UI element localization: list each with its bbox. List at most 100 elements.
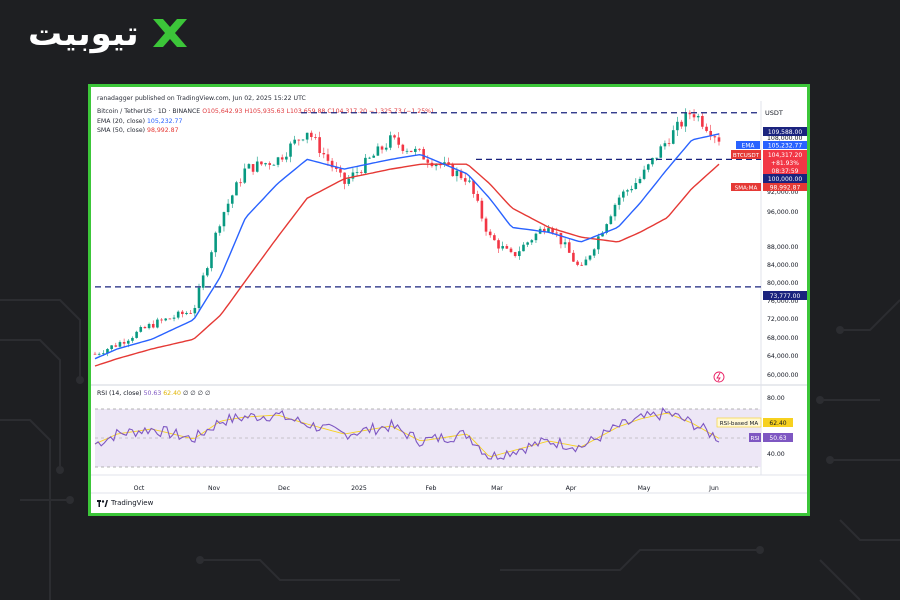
candle-body xyxy=(696,115,700,118)
candle-body xyxy=(493,235,496,241)
price-tick: 80,000.00 xyxy=(767,280,799,287)
symbol-line: Bitcoin / TetherUS · 1D · BINANCE O105,6… xyxy=(97,108,433,115)
candle-body xyxy=(418,148,421,150)
candle-body xyxy=(131,337,134,341)
candle-body xyxy=(405,150,409,152)
candle-body xyxy=(201,275,205,288)
candle-body xyxy=(151,323,155,328)
rsi-tick: 40.00 xyxy=(767,451,785,458)
candle-body xyxy=(376,146,380,156)
candle-body xyxy=(310,132,313,138)
btc-tag-label: BTCUSDT xyxy=(733,153,760,159)
sma-tag xyxy=(731,183,761,191)
candle-body xyxy=(206,268,209,276)
candle-body xyxy=(110,345,113,350)
candle-body xyxy=(389,135,392,148)
price-tick: 76,000.00 xyxy=(767,298,799,305)
candle-body xyxy=(630,188,633,191)
rsi-lines xyxy=(94,407,720,460)
candle-body xyxy=(339,168,342,173)
candle-body xyxy=(293,139,296,144)
symbol-name: Bitcoin / TetherUS · 1D · BINANCE xyxy=(97,108,201,115)
month-label: Nov xyxy=(208,485,220,492)
candle-body xyxy=(684,112,688,127)
candle-body xyxy=(688,112,692,115)
ema-legend-value: 105,232.77 xyxy=(147,118,183,125)
candle-body xyxy=(397,137,400,145)
month-label: Jun xyxy=(708,485,719,492)
candle-body xyxy=(168,318,172,320)
candle-body xyxy=(563,242,567,245)
candle-body xyxy=(547,228,550,232)
price-axis: 108,000.00 96,000.00 92,000.00 88,000.00… xyxy=(767,135,802,379)
candle-body xyxy=(326,154,330,161)
candle-body xyxy=(135,331,138,338)
candle-body xyxy=(472,180,475,194)
candle-body xyxy=(414,148,417,152)
candle-body xyxy=(272,164,276,166)
candle-body xyxy=(355,172,359,174)
brand-logo[interactable]: تیوبیت xyxy=(28,14,191,54)
tradingview-logo[interactable]: TradingView xyxy=(97,499,153,507)
candle-body xyxy=(634,182,638,189)
candle-body xyxy=(330,160,334,168)
level-top-tag xyxy=(763,127,807,136)
candle-body xyxy=(230,195,234,204)
candle-body xyxy=(676,121,679,131)
candle-body xyxy=(181,311,184,315)
candle-body xyxy=(680,121,683,127)
candle-body xyxy=(455,170,459,177)
candle-body xyxy=(122,342,126,344)
candle-body xyxy=(488,231,492,236)
candle-body xyxy=(530,240,534,243)
candle-body xyxy=(559,232,563,245)
candle-body xyxy=(264,163,267,165)
candle-body xyxy=(659,146,663,158)
rsi-line xyxy=(94,407,720,460)
candle-body xyxy=(576,261,579,265)
candle-body xyxy=(651,157,654,165)
candle-body xyxy=(334,167,338,169)
rsi-header: RSI (14, close) 50.63 62.40 ∅ ∅ ∅ ∅ xyxy=(97,390,210,397)
candle-body xyxy=(617,197,621,205)
rsi-tag xyxy=(749,433,761,442)
sma-tag-label: SMA:MA xyxy=(735,186,758,192)
candle-body xyxy=(609,216,613,225)
candle-body xyxy=(626,190,629,192)
candle-body xyxy=(176,311,180,318)
candle-body xyxy=(451,163,455,177)
candle-body xyxy=(97,353,101,355)
candle-body xyxy=(701,115,704,127)
rsi-ma-tag-label: RSI-based MA xyxy=(720,421,759,427)
price-chart[interactable]: USDT 108,000.00 96,000.00 92,000.00 88,0… xyxy=(91,87,807,513)
candle-body xyxy=(505,246,509,249)
tradingview-icon xyxy=(97,499,108,507)
candle-body xyxy=(497,240,500,249)
candle-body xyxy=(671,130,675,144)
candle-body xyxy=(459,170,463,179)
candle-body xyxy=(305,132,309,140)
candle-body xyxy=(646,164,650,170)
lightning-icon[interactable] xyxy=(713,371,725,383)
candle-body xyxy=(106,349,109,354)
ema-tag xyxy=(736,141,760,149)
candle-body xyxy=(147,323,151,329)
ema-value: 105,232.77 xyxy=(768,143,803,150)
published-line: ranadagger published on TradingView.com,… xyxy=(97,95,306,102)
candle-body xyxy=(351,172,355,179)
candle-body xyxy=(709,130,712,137)
price-tick: 84,000.00 xyxy=(767,262,799,269)
candle-body xyxy=(368,157,371,159)
candle-body xyxy=(197,287,201,308)
candle-body xyxy=(409,150,413,152)
candle-body xyxy=(555,232,559,234)
candle-body xyxy=(359,172,363,174)
candle-body xyxy=(189,312,192,314)
candle-body xyxy=(280,157,284,160)
candle-body xyxy=(613,204,617,217)
candle-body xyxy=(476,193,480,201)
candle-body xyxy=(567,242,571,253)
price-tick: 108,000.00 xyxy=(767,135,802,142)
rsi-tag-label: RSI xyxy=(750,436,759,442)
